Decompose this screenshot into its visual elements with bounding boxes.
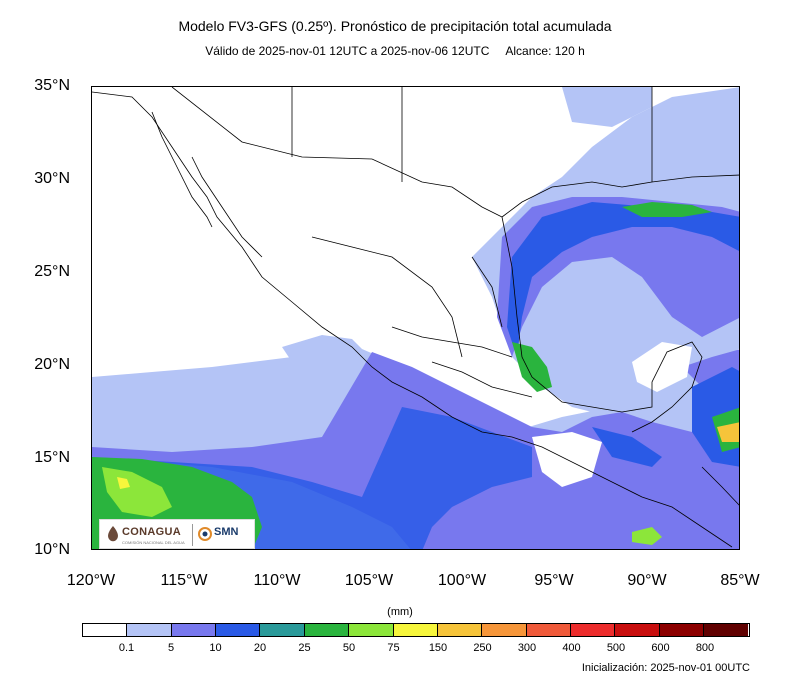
- logo-separator: [192, 524, 193, 546]
- precipitation-map: [91, 86, 740, 550]
- smn-logo-icon: [198, 527, 212, 541]
- smn-logo-text: SMN: [214, 526, 239, 538]
- lat-label-25: 25°N: [34, 263, 70, 280]
- colorbar-tick-label: 600: [651, 642, 670, 654]
- lat-label-35: 35°N: [34, 77, 70, 94]
- colorbar-segment: [349, 624, 394, 636]
- colorbar-segment: [127, 624, 172, 636]
- coastlines: [92, 87, 739, 548]
- colorbar-unit: (mm): [387, 606, 413, 618]
- lon-label-85: 85°W: [720, 572, 760, 589]
- colorbar-segment: [526, 624, 571, 636]
- colorbar-tick-label: 250: [473, 642, 492, 654]
- colorbar-tick-label: 300: [517, 642, 537, 654]
- lon-label-115: 115°W: [160, 572, 208, 589]
- colorbar-segment: [704, 624, 749, 636]
- colorbar-tick-label: 10: [209, 642, 222, 654]
- colorbar-segment: [171, 624, 217, 636]
- colorbar-tick-label: 75: [387, 642, 400, 654]
- colorbar-segment: [482, 624, 527, 636]
- forecast-range: Alcance: 120 h: [505, 44, 585, 58]
- initialization-label: Inicialización: 2025-nov-01 00UTC: [581, 662, 750, 674]
- colorbar-tick-label: 150: [428, 642, 448, 654]
- lat-label-15: 15°N: [34, 449, 70, 466]
- colorbar-segment: [260, 624, 305, 636]
- logo-banner: CONAGUA COMISIÓN NACIONAL DEL AGUA SMN: [99, 519, 255, 549]
- colorbar-tick-label: 500: [606, 642, 626, 654]
- lat-label-30: 30°N: [34, 170, 70, 187]
- colorbar-segment: [615, 624, 660, 636]
- lat-label-10: 10°N: [34, 541, 70, 558]
- lon-label-120: 120°W: [66, 572, 116, 589]
- colorbar-segment: [83, 624, 128, 636]
- lon-label-100: 100°W: [437, 572, 487, 589]
- valid-period: Válido de 2025-nov-01 12UTC a 2025-nov-0…: [205, 44, 490, 58]
- colorbar: [82, 623, 750, 637]
- lon-label-110: 110°W: [253, 572, 301, 589]
- conagua-logo-text: CONAGUA: [122, 526, 181, 538]
- colorbar-tick-label: 20: [253, 642, 267, 654]
- colorbar-segment: [437, 624, 483, 636]
- conagua-logo-icon: [108, 526, 118, 542]
- colorbar-tick-label: 0.1: [118, 642, 135, 654]
- map-canvas: [92, 87, 739, 549]
- colorbar-segment: [216, 624, 261, 636]
- colorbar-tick-label: 400: [562, 642, 581, 654]
- colorbar-tick-label: 5: [167, 642, 175, 654]
- precip-band-150: [117, 422, 739, 489]
- map-subtitle: Válido de 2025-nov-01 12UTC a 2025-nov-0…: [0, 44, 790, 58]
- lat-label-20: 20°N: [34, 356, 70, 373]
- lon-label-95: 95°W: [534, 572, 574, 589]
- colorbar-segment: [659, 624, 705, 636]
- conagua-logo-subtext: COMISIÓN NACIONAL DEL AGUA: [122, 540, 185, 545]
- colorbar-segment: [304, 624, 350, 636]
- colorbar-segment: [570, 624, 616, 636]
- colorbar-tick-label: 50: [342, 642, 356, 654]
- colorbar-tick-label: 800: [695, 642, 715, 654]
- map-title: Modelo FV3-GFS (0.25º). Pronóstico de pr…: [178, 18, 612, 34]
- colorbar-segment: [393, 624, 438, 636]
- lon-label-105: 105°W: [344, 572, 394, 589]
- lon-label-90: 90°W: [627, 572, 667, 589]
- colorbar-tick-label: 25: [298, 642, 311, 654]
